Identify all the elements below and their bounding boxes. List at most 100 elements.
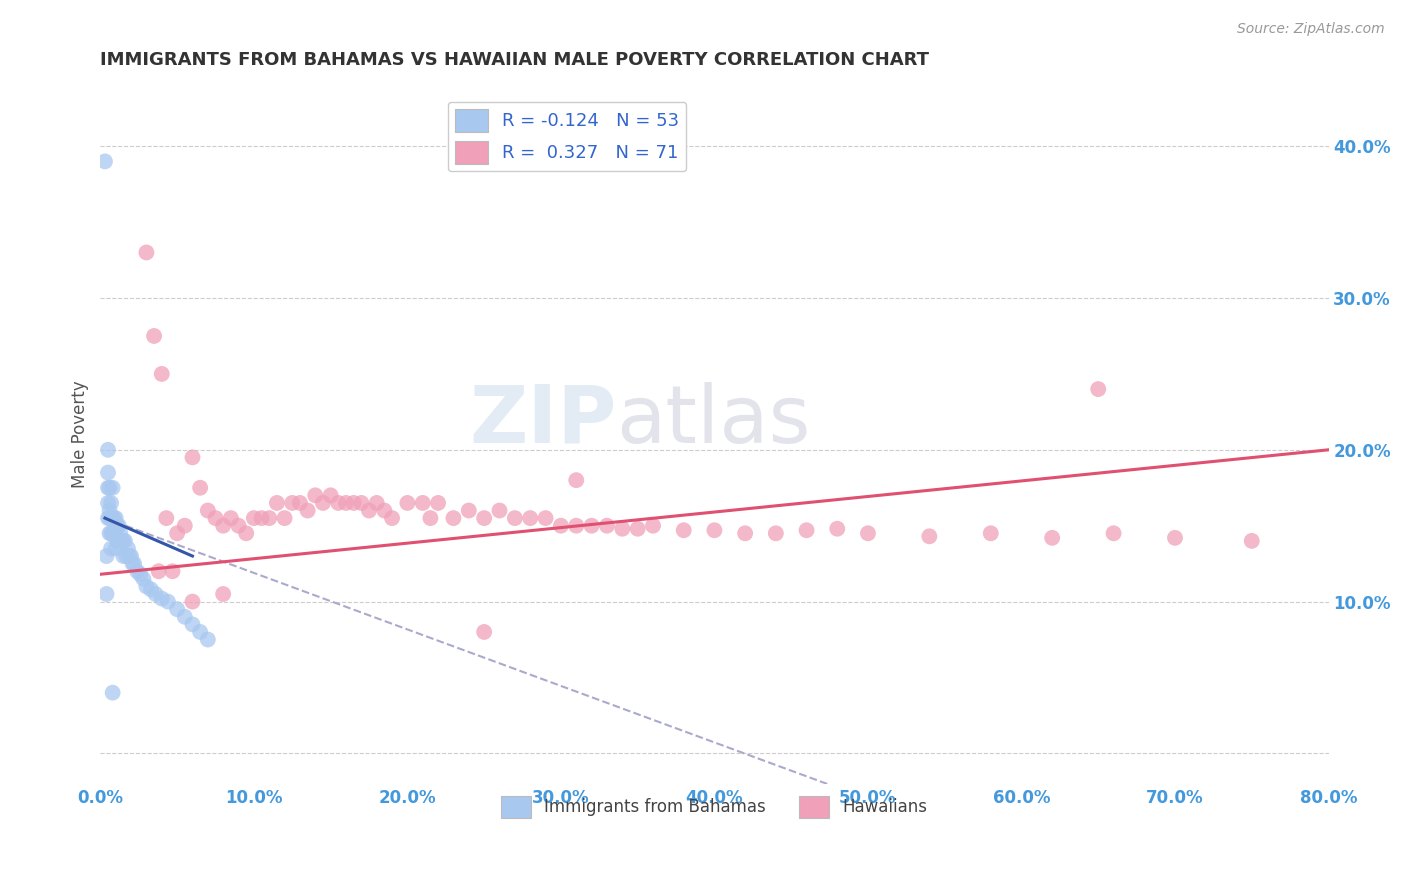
Point bbox=[503, 511, 526, 525]
Point bbox=[250, 511, 273, 525]
Point bbox=[212, 587, 235, 601]
Point bbox=[100, 541, 122, 556]
Text: IMMIGRANTS FROM BAHAMAS VS HAWAIIAN MALE POVERTY CORRELATION CHART: IMMIGRANTS FROM BAHAMAS VS HAWAIIAN MALE… bbox=[100, 51, 929, 69]
Point bbox=[103, 511, 125, 525]
Point bbox=[117, 541, 139, 556]
Point bbox=[112, 549, 135, 563]
Point bbox=[181, 617, 204, 632]
Point bbox=[312, 496, 335, 510]
Point bbox=[121, 557, 143, 571]
Point bbox=[107, 533, 129, 548]
Point bbox=[97, 466, 120, 480]
Point bbox=[101, 526, 124, 541]
Point bbox=[135, 245, 157, 260]
Point bbox=[114, 533, 136, 548]
Point bbox=[150, 591, 173, 606]
Point bbox=[181, 594, 204, 608]
Point bbox=[350, 496, 373, 510]
Point bbox=[396, 496, 419, 510]
Point bbox=[228, 518, 250, 533]
Point bbox=[97, 481, 120, 495]
Point bbox=[472, 511, 495, 525]
Point bbox=[980, 526, 1002, 541]
Point bbox=[343, 496, 366, 510]
Point bbox=[105, 533, 128, 548]
Point bbox=[98, 503, 121, 517]
Point bbox=[381, 511, 404, 525]
Point bbox=[107, 518, 129, 533]
Point bbox=[328, 496, 350, 510]
Point bbox=[188, 481, 211, 495]
Point bbox=[235, 526, 257, 541]
Point bbox=[856, 526, 879, 541]
Point bbox=[641, 518, 664, 533]
Point bbox=[181, 450, 204, 465]
Point bbox=[143, 329, 166, 343]
Point bbox=[104, 526, 127, 541]
Point bbox=[103, 526, 125, 541]
Text: Source: ZipAtlas.com: Source: ZipAtlas.com bbox=[1237, 22, 1385, 37]
Point bbox=[734, 526, 756, 541]
Point bbox=[97, 442, 120, 457]
Point bbox=[101, 481, 124, 495]
Point bbox=[94, 154, 117, 169]
Point bbox=[100, 496, 122, 510]
Point bbox=[373, 503, 395, 517]
Text: atlas: atlas bbox=[616, 382, 810, 459]
Point bbox=[155, 511, 177, 525]
Point bbox=[257, 511, 280, 525]
Point bbox=[173, 518, 195, 533]
Point bbox=[212, 518, 235, 533]
Point bbox=[104, 541, 127, 556]
Point bbox=[627, 522, 650, 536]
Point bbox=[427, 496, 450, 510]
Point bbox=[96, 587, 118, 601]
Point bbox=[105, 518, 128, 533]
Point bbox=[488, 503, 510, 517]
Point bbox=[596, 518, 619, 533]
Point bbox=[357, 503, 380, 517]
Point bbox=[139, 582, 162, 597]
Point bbox=[145, 587, 167, 601]
Point bbox=[118, 549, 141, 563]
Point bbox=[765, 526, 787, 541]
Point bbox=[565, 518, 588, 533]
Point bbox=[1040, 531, 1063, 545]
Point bbox=[412, 496, 434, 510]
Point bbox=[104, 511, 127, 525]
Point bbox=[519, 511, 541, 525]
Point bbox=[162, 564, 184, 578]
Point bbox=[148, 564, 170, 578]
Point bbox=[112, 533, 135, 548]
Point bbox=[1240, 533, 1263, 548]
Point bbox=[111, 533, 134, 548]
Point bbox=[101, 511, 124, 525]
Point bbox=[197, 632, 219, 647]
Point bbox=[98, 481, 121, 495]
Y-axis label: Male Poverty: Male Poverty bbox=[72, 381, 89, 489]
Point bbox=[97, 511, 120, 525]
Point bbox=[297, 503, 319, 517]
Point bbox=[1087, 382, 1109, 396]
Point bbox=[366, 496, 388, 510]
Point bbox=[97, 496, 120, 510]
Point bbox=[612, 522, 634, 536]
Point bbox=[1102, 526, 1125, 541]
Point bbox=[150, 367, 173, 381]
Point bbox=[266, 496, 288, 510]
Point bbox=[204, 511, 226, 525]
Point bbox=[581, 518, 603, 533]
Point bbox=[288, 496, 311, 510]
Point bbox=[550, 518, 572, 533]
Point bbox=[188, 624, 211, 639]
Point bbox=[335, 496, 357, 510]
Point bbox=[100, 526, 122, 541]
Point bbox=[472, 624, 495, 639]
Point bbox=[672, 523, 695, 537]
Legend: Immigrants from Bahamas, Hawaiians: Immigrants from Bahamas, Hawaiians bbox=[495, 789, 935, 824]
Point bbox=[273, 511, 295, 525]
Point bbox=[127, 564, 149, 578]
Point bbox=[98, 511, 121, 525]
Point bbox=[98, 526, 121, 541]
Point bbox=[120, 549, 142, 563]
